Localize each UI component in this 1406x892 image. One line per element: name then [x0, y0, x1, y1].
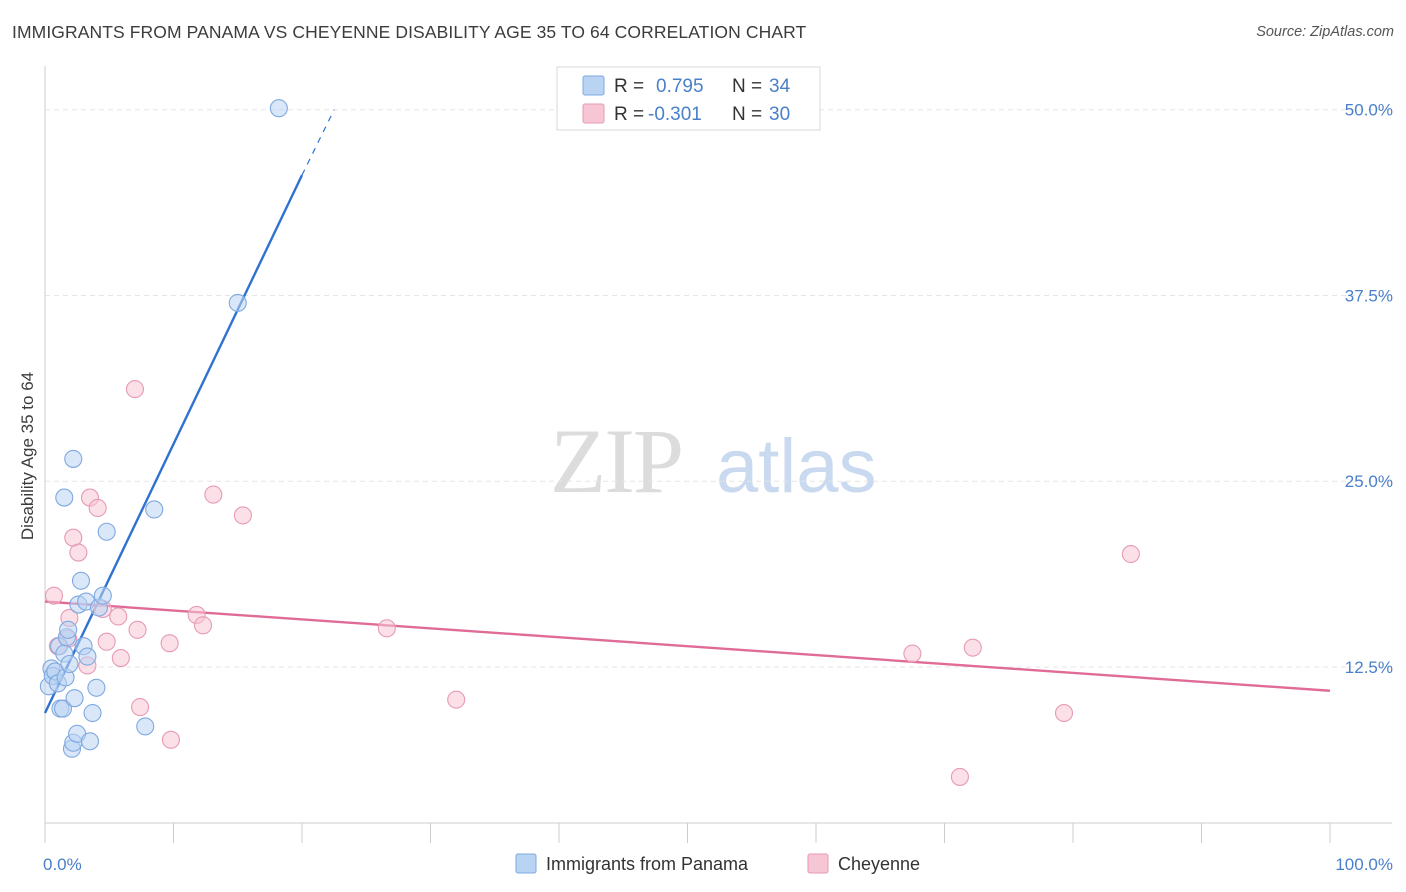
point-cheyenne	[160, 634, 179, 653]
point-panama	[83, 703, 102, 723]
point-panama	[71, 571, 91, 590]
point-cheyenne	[204, 485, 223, 504]
y-tick-labels: 12.5% 25.0% 37.5% 50.0%	[1345, 101, 1393, 677]
point-panama	[60, 654, 79, 674]
point-cheyenne	[194, 616, 213, 635]
point-cheyenne	[125, 380, 144, 399]
point-cheyenne	[950, 767, 969, 786]
point-panama	[55, 488, 74, 507]
x-tick-label: 0.0%	[43, 855, 82, 874]
point-panama	[228, 293, 247, 312]
point-cheyenne	[128, 620, 147, 639]
point-cheyenne	[111, 649, 130, 668]
y-tick-label: 12.5%	[1345, 658, 1393, 677]
x-tick-labels: 0.0% 100.0%	[43, 855, 1393, 874]
point-panama	[269, 99, 288, 118]
point-panama	[93, 586, 112, 605]
axes	[44, 66, 1392, 843]
chart-title: IMMIGRANTS FROM PANAMA VS CHEYENNE DISAB…	[12, 22, 807, 42]
legend-r-label-2: R =	[614, 104, 644, 125]
point-cheyenne	[97, 632, 116, 651]
gridlines	[45, 109, 1392, 668]
legend-swatch-blue	[582, 75, 605, 96]
trend-lines	[43, 109, 1331, 714]
watermark-zip: ZIP	[550, 410, 682, 512]
source-label: Source: ZipAtlas.com	[1256, 24, 1394, 40]
legend-r-value-1: 0.795	[656, 76, 704, 97]
point-cheyenne	[1121, 544, 1140, 564]
series-legend-swatch-panama	[515, 853, 537, 874]
x-tick-label: 100.0%	[1335, 855, 1393, 874]
point-cheyenne	[109, 607, 128, 626]
point-panama	[53, 699, 73, 718]
point-cheyenne	[88, 498, 107, 518]
legend-r-value-2: -0.301	[648, 104, 702, 125]
point-panama	[65, 689, 84, 708]
legend-n-label-2: N =	[732, 104, 762, 125]
legend-swatch-pink	[582, 103, 605, 124]
point-cheyenne	[377, 619, 396, 638]
data-points	[39, 99, 1140, 786]
point-cheyenne	[161, 730, 180, 749]
y-tick-label: 25.0%	[1345, 472, 1393, 491]
series-legend-swatch-cheyenne	[807, 853, 829, 874]
watermark-atlas: atlas	[716, 424, 877, 509]
point-panama	[64, 449, 83, 468]
y-tick-label: 50.0%	[1345, 101, 1393, 120]
trend-line-panama	[43, 174, 304, 714]
point-cheyenne	[1054, 703, 1074, 723]
series-legend: Immigrants from Panama Cheyenne	[515, 853, 920, 874]
trend-line-panama-extension	[301, 109, 335, 176]
point-panama	[59, 620, 78, 639]
point-panama	[136, 717, 155, 736]
point-panama	[78, 647, 97, 666]
series-legend-label-cheyenne: Cheyenne	[838, 854, 920, 874]
series-legend-label-panama: Immigrants from Panama	[546, 854, 749, 874]
point-panama	[145, 500, 164, 519]
point-cheyenne	[963, 638, 982, 657]
point-cheyenne	[233, 506, 252, 525]
y-tick-label: 37.5%	[1345, 286, 1393, 305]
point-cheyenne	[131, 698, 150, 717]
point-panama	[80, 732, 100, 751]
point-panama	[97, 522, 116, 541]
point-panama	[87, 678, 106, 697]
point-cheyenne	[447, 690, 466, 709]
legend-n-label-1: N =	[732, 76, 762, 97]
point-cheyenne	[69, 543, 88, 562]
legend-n-value-2: 30	[769, 104, 790, 125]
point-cheyenne	[903, 644, 922, 663]
legend-r-label-1: R =	[614, 76, 644, 97]
legend-n-value-1: 34	[769, 76, 791, 97]
stats-legend: R = 0.795 N = 34 R = -0.301 N = 30	[556, 66, 821, 131]
point-cheyenne	[44, 586, 64, 605]
y-axis-label: Disability Age 35 to 64	[18, 372, 37, 540]
trend-line-cheyenne	[44, 600, 1331, 692]
